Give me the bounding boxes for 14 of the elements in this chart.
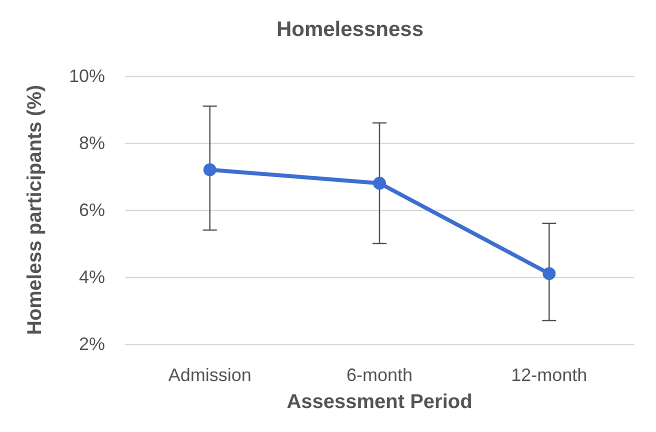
chart-title: Homelessness (276, 18, 424, 41)
x-tick-label: 6-month (346, 365, 413, 385)
y-tick-label: 2% (78, 334, 105, 354)
point (542, 267, 556, 280)
point (203, 163, 216, 176)
x-tick-label: Admission (168, 365, 252, 385)
point (373, 176, 386, 190)
y-tick-label: 8% (78, 133, 105, 153)
y-axis-title: Homeless participants (%) (24, 84, 46, 336)
y-tick-label: 4% (78, 267, 105, 287)
y-tick-label: 10% (68, 66, 105, 86)
x-axis-title: Assessment Period (286, 391, 472, 413)
x-tick-label: 12-month (511, 365, 588, 385)
y-tick-label: 6% (78, 200, 105, 220)
